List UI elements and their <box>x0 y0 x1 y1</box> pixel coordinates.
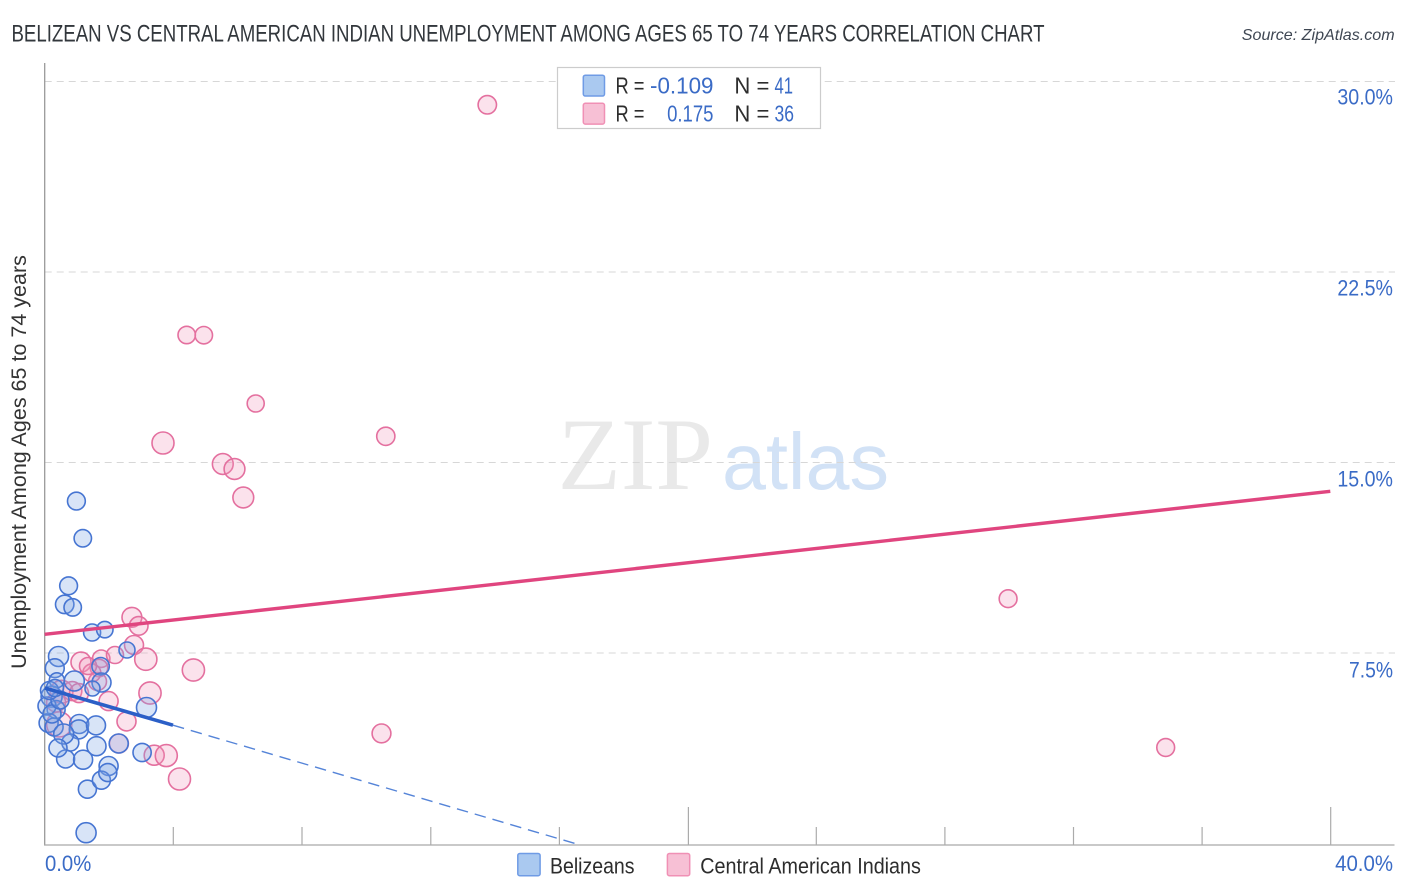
svg-text:R =: R = <box>616 101 645 127</box>
svg-text:atlas: atlas <box>722 417 889 506</box>
svg-text:ZIP: ZIP <box>558 398 713 512</box>
svg-text:36: 36 <box>775 101 795 127</box>
svg-text:R =: R = <box>616 73 645 99</box>
svg-text:Central American Indians: Central American Indians <box>700 854 921 879</box>
svg-text:0.175: 0.175 <box>667 101 713 127</box>
svg-text:-0.109: -0.109 <box>650 73 714 99</box>
svg-text:BELIZEAN VS CENTRAL AMERICAN I: BELIZEAN VS CENTRAL AMERICAN INDIAN UNEM… <box>12 21 1045 48</box>
svg-text:Source: ZipAtlas.com: Source: ZipAtlas.com <box>1242 27 1395 44</box>
svg-text:N =: N = <box>734 101 769 127</box>
svg-text:N =: N = <box>734 73 769 99</box>
svg-text:0.0%: 0.0% <box>45 851 91 876</box>
svg-text:30.0%: 30.0% <box>1337 85 1393 110</box>
svg-text:7.5%: 7.5% <box>1349 658 1393 683</box>
svg-text:Unemployment Among Ages 65 to: Unemployment Among Ages 65 to 74 years <box>8 255 31 669</box>
svg-text:15.0%: 15.0% <box>1337 467 1393 492</box>
svg-text:41: 41 <box>775 73 794 99</box>
svg-text:40.0%: 40.0% <box>1335 851 1393 876</box>
svg-text:Belizeans: Belizeans <box>550 854 635 879</box>
svg-text:22.5%: 22.5% <box>1337 276 1393 301</box>
